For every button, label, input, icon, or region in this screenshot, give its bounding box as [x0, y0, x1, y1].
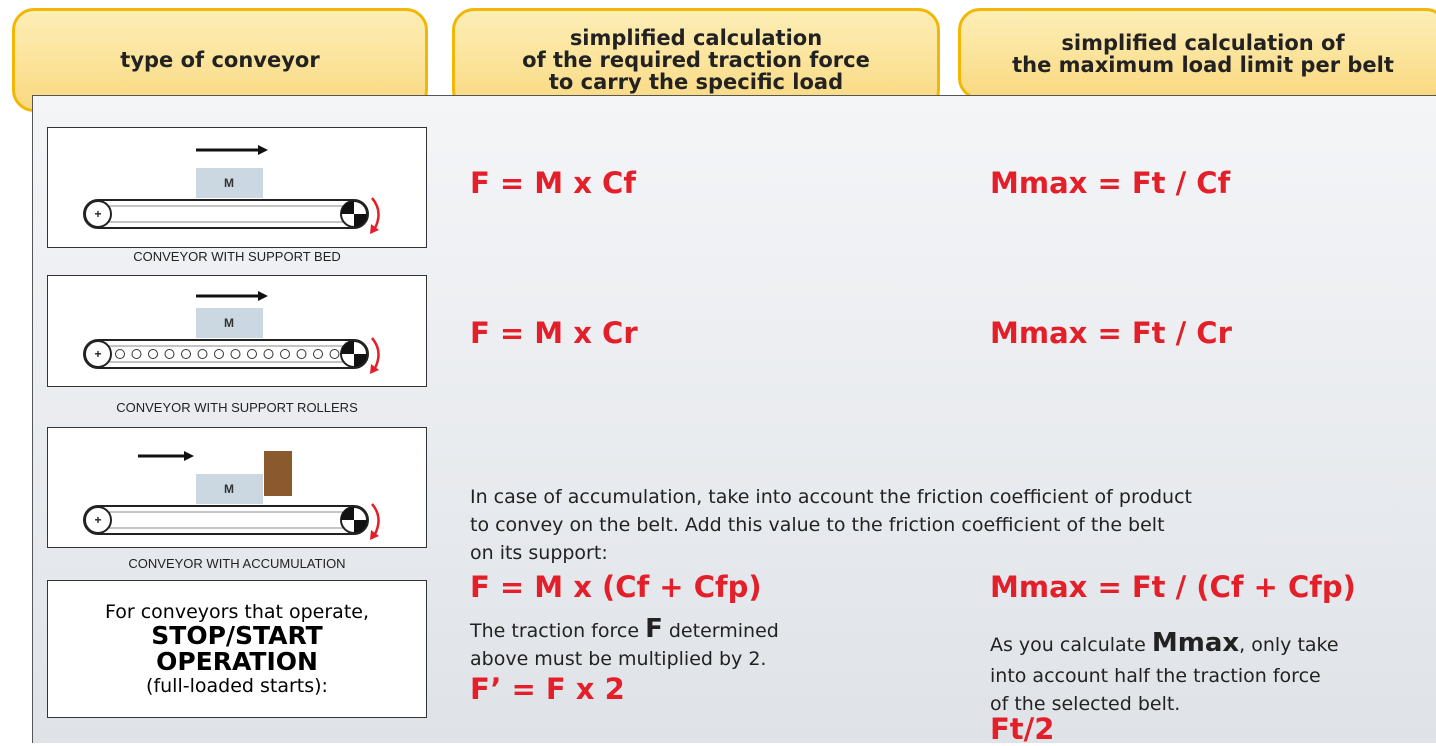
belt — [83, 505, 369, 535]
roller — [313, 349, 323, 359]
caption: CONVEYOR WITH ACCUMULATION — [128, 556, 346, 571]
arrow-head — [184, 451, 194, 461]
diagram: M+ — [83, 291, 380, 374]
note-line: to convey on the belt. Add this value to… — [470, 514, 1165, 536]
text: The traction force — [470, 620, 640, 642]
header-text: to carry the specific load — [548, 70, 844, 94]
load-label: M — [224, 176, 234, 190]
pulley — [84, 340, 112, 368]
diagram: M+ — [83, 145, 380, 234]
rotation-head — [370, 530, 379, 540]
box-text: For conveyors that operate, — [104, 601, 370, 623]
header-tab: simplified calculation of the required t… — [452, 8, 940, 112]
formula: F = M x Cr — [470, 316, 638, 350]
roller — [280, 349, 290, 359]
roller — [247, 349, 257, 359]
load — [196, 168, 263, 198]
pulley-mark: + — [94, 207, 101, 221]
note-line: above must be multiplied by 2. — [470, 648, 767, 670]
belt — [83, 199, 369, 229]
rotation-arrow — [371, 337, 380, 371]
header-text: the maximum load limit per belt — [1012, 53, 1394, 77]
formula: F’ = F x 2 — [470, 672, 625, 706]
box-text: OPERATION — [156, 647, 318, 676]
load-label: M — [224, 316, 234, 330]
rotation-head — [370, 224, 379, 234]
note-line: As you calculate Mmax, only take — [990, 628, 1339, 658]
roller — [230, 349, 241, 359]
text: determined — [668, 620, 779, 642]
roller — [214, 349, 224, 359]
rotation-head — [370, 364, 379, 374]
pulley — [84, 506, 112, 534]
roller — [329, 349, 340, 359]
roller — [148, 349, 158, 359]
header-tab: type of conveyor — [12, 8, 428, 112]
roller — [263, 349, 274, 359]
header-text: type of conveyor — [120, 48, 320, 72]
formula: Mmax = Ft / Cf — [990, 166, 1231, 200]
drive-quarter — [341, 507, 367, 533]
roller — [115, 349, 125, 359]
diagram-box: M + — [47, 427, 427, 548]
caption: CONVEYOR WITH SUPPORT BED — [133, 249, 341, 264]
header-text: of the required traction force — [522, 48, 870, 72]
drive-quarter — [341, 201, 367, 227]
roller — [296, 349, 307, 359]
formula: Ft/2 — [990, 712, 1055, 746]
caption: CONVEYOR WITH SUPPORT ROLLERS — [116, 400, 358, 415]
product — [264, 451, 292, 496]
rotation-arrow — [371, 503, 380, 537]
load — [196, 474, 263, 504]
bold-text: Mmax — [1151, 628, 1240, 658]
note-line: on its support: — [470, 542, 608, 564]
pulley-mark: + — [94, 513, 101, 527]
roller — [131, 349, 142, 359]
arrow-head — [258, 291, 268, 301]
rotation-arrow — [371, 197, 380, 231]
diagram-box: M + — [47, 275, 427, 387]
formula: F = M x (Cf + Cfp) — [470, 570, 762, 604]
header-tab: simplified calculation of the maximum lo… — [958, 8, 1436, 100]
arrow-head — [258, 145, 268, 155]
roller — [181, 349, 191, 359]
load — [196, 308, 263, 338]
note-line: into account half the traction force — [990, 665, 1321, 687]
note-line: In case of accumulation, take into accou… — [470, 486, 1192, 508]
belt — [83, 339, 369, 369]
drive-quarter — [341, 341, 367, 367]
pulley — [84, 200, 112, 228]
formula: Mmax = Ft / Cr — [990, 316, 1232, 350]
load-label: M — [224, 482, 234, 496]
diagram-box: M + — [47, 127, 427, 248]
formula: F = M x Cf — [470, 166, 636, 200]
text: , only take — [1239, 634, 1339, 656]
roller — [197, 349, 208, 359]
box-text: STOP/START — [151, 621, 323, 650]
bold-text: F — [645, 614, 663, 644]
roller — [164, 349, 175, 359]
pulley-mark: + — [94, 347, 101, 361]
text: As you calculate — [990, 634, 1146, 656]
note-line: of the selected belt. — [990, 693, 1181, 715]
header-text: simplified calculation — [569, 26, 823, 50]
stop-start-box: For conveyors that operate, STOP/START O… — [47, 580, 427, 718]
box-text: (full-loaded starts): — [146, 675, 328, 697]
note-line: The traction force F determined — [470, 614, 779, 644]
formula: Mmax = Ft / (Cf + Cfp) — [990, 570, 1356, 604]
header-text: simplified calculation of — [1061, 31, 1345, 55]
diagram: M+ — [83, 451, 380, 540]
